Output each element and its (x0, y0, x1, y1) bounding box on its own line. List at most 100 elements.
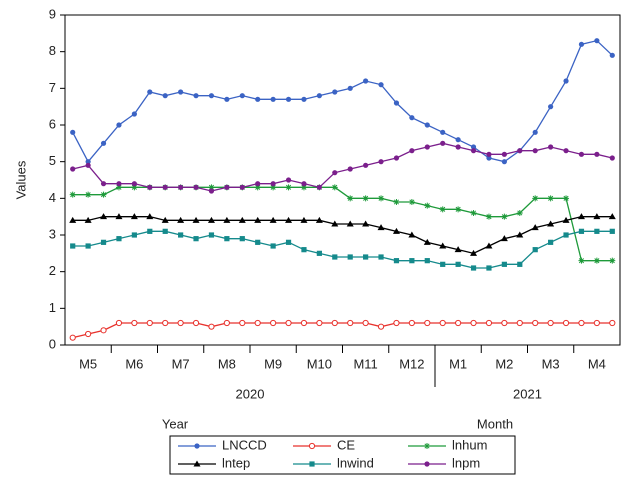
marker (408, 319, 415, 327)
marker (85, 191, 92, 198)
marker (100, 181, 107, 187)
marker (563, 78, 569, 84)
y-tick-label: 5 (49, 153, 56, 168)
marker (501, 213, 508, 220)
marker (470, 249, 478, 256)
marker (70, 243, 76, 249)
marker (378, 254, 384, 260)
marker (392, 227, 400, 234)
marker (455, 137, 461, 143)
marker (270, 96, 276, 102)
series (70, 38, 615, 165)
marker (301, 96, 307, 102)
marker (85, 162, 91, 168)
legend-label: CE (337, 437, 355, 452)
marker (162, 319, 169, 327)
marker (131, 181, 137, 187)
marker (593, 257, 600, 264)
marker (609, 155, 615, 161)
y-tick-label: 1 (49, 300, 56, 315)
marker (454, 246, 462, 253)
marker (562, 216, 570, 223)
marker (439, 206, 446, 213)
marker (548, 144, 554, 150)
marker (177, 216, 185, 223)
marker (255, 181, 261, 187)
marker (485, 319, 493, 327)
marker (331, 319, 338, 327)
marker (193, 93, 199, 99)
legend-label: lnwind (337, 455, 374, 470)
marker (393, 155, 400, 161)
marker (440, 140, 446, 146)
marker (408, 199, 415, 205)
marker (516, 319, 523, 327)
marker (239, 236, 245, 242)
marker (517, 261, 523, 267)
marker (346, 220, 354, 227)
marker (593, 319, 600, 327)
marker (178, 232, 184, 238)
marker (100, 191, 107, 198)
marker (563, 148, 569, 154)
marker (347, 85, 353, 91)
marker (239, 319, 246, 327)
marker (285, 216, 293, 223)
marker (563, 195, 570, 202)
y-tick-label: 4 (49, 190, 56, 205)
marker (254, 319, 261, 327)
marker (470, 210, 477, 216)
marker (532, 247, 538, 253)
marker (130, 213, 138, 220)
marker (532, 129, 538, 135)
marker (439, 242, 447, 249)
marker (301, 181, 307, 187)
marker (316, 184, 322, 190)
marker (270, 181, 276, 187)
marker (300, 319, 308, 327)
marker (70, 166, 76, 172)
marker (223, 216, 231, 223)
marker (578, 41, 585, 47)
marker (85, 159, 91, 165)
marker (577, 213, 585, 220)
marker (501, 159, 507, 165)
marker (192, 216, 200, 223)
marker (378, 159, 384, 165)
marker (178, 184, 184, 190)
marker (517, 148, 523, 154)
marker (440, 129, 446, 135)
marker (563, 232, 569, 238)
marker (316, 93, 322, 99)
x-tick-label: M10 (307, 356, 332, 371)
marker (161, 216, 169, 223)
x-tick-label: M6 (125, 356, 143, 371)
marker (424, 122, 430, 128)
marker (377, 323, 385, 330)
marker (177, 319, 184, 327)
y-axis-label: Values (13, 160, 28, 199)
marker (455, 261, 461, 267)
marker (115, 213, 123, 220)
marker (116, 181, 122, 187)
marker (424, 258, 430, 264)
marker (378, 195, 385, 202)
marker (269, 216, 277, 223)
y-tick-label: 3 (49, 226, 56, 241)
marker (609, 228, 615, 234)
marker (100, 239, 107, 245)
marker (362, 220, 370, 227)
marker (69, 216, 77, 223)
marker (285, 184, 292, 191)
marker (470, 265, 477, 271)
marker (485, 242, 493, 249)
marker (147, 184, 153, 190)
marker (331, 184, 338, 191)
marker (224, 184, 230, 190)
marker (362, 195, 369, 202)
marker (609, 52, 615, 58)
marker (100, 213, 108, 220)
marker (362, 319, 369, 327)
marker (347, 319, 354, 327)
marker (316, 319, 323, 327)
